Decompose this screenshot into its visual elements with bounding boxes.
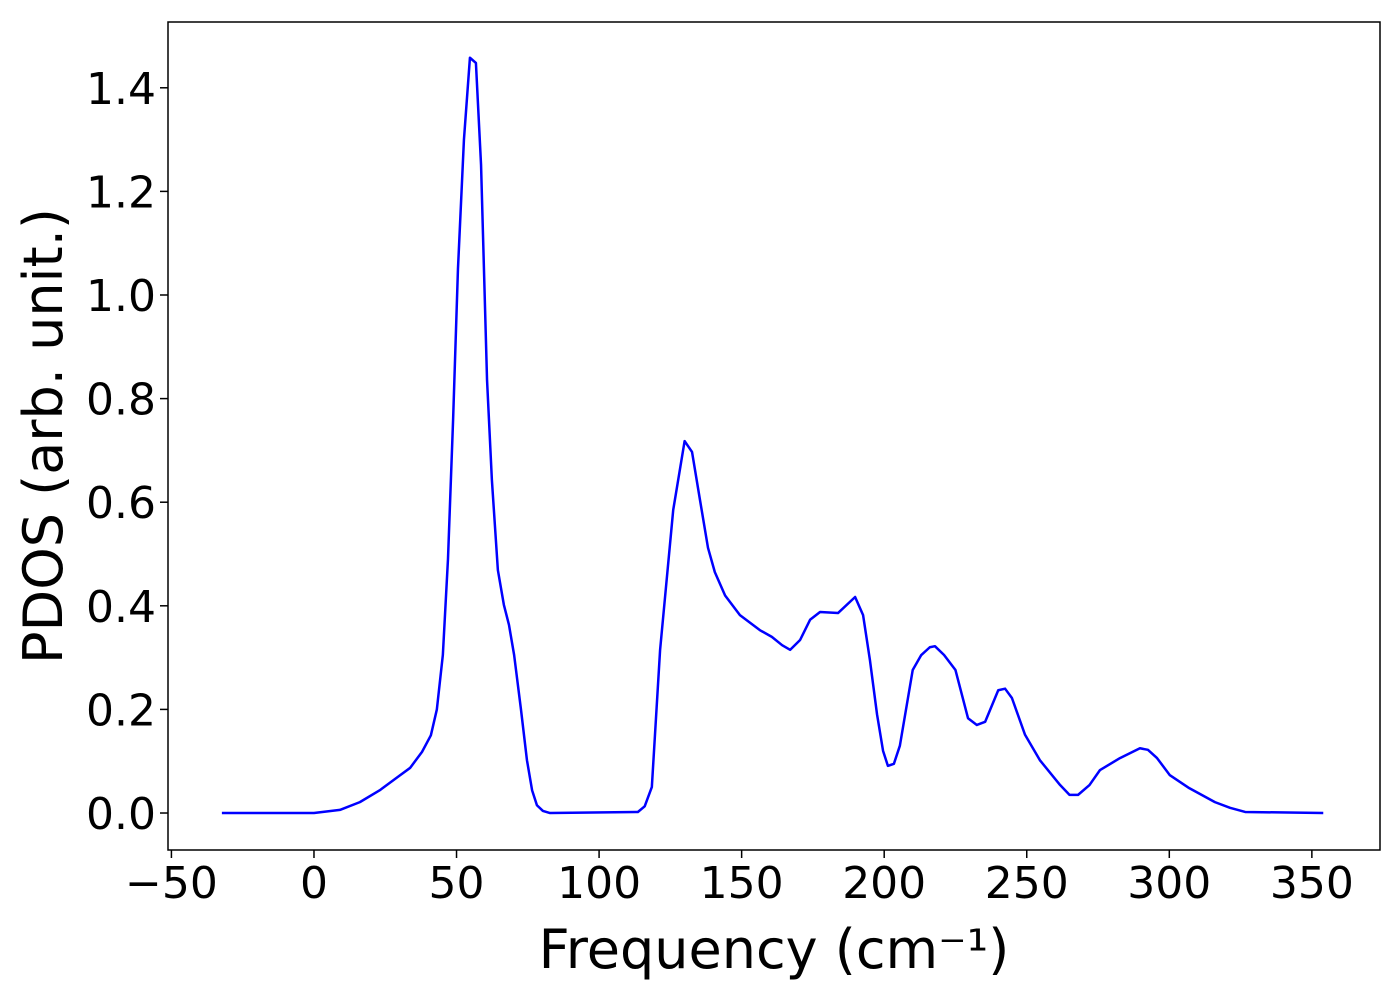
y-tick-label: 0.0 [86,789,156,840]
y-tick-label: 1.4 [86,64,156,115]
x-tick-label: 0 [300,858,328,909]
y-tick-label: 0.6 [86,478,156,529]
y-tick-label: 1.2 [86,167,156,218]
x-axis-label: Frequency (cm⁻¹) [539,918,1010,981]
y-tick-label: 0.2 [86,685,156,736]
y-tick-label: 0.4 [86,582,156,633]
plot-frame [167,21,1381,851]
line [221,56,1324,815]
y-axis-label: PDOS (arb. unit.) [12,208,75,664]
x-tick-label: −50 [125,858,218,909]
x-tick-label: 100 [557,858,641,909]
x-tick-label: 300 [1127,858,1211,909]
x-tick-label: 150 [700,858,784,909]
x-tick-label: 350 [1270,858,1354,909]
y-tick-label: 0.8 [86,375,156,426]
x-tick-label: 200 [842,858,926,909]
x-tick-label: 250 [985,858,1069,909]
y-tick-label: 1.0 [86,271,156,322]
x-tick-label: 50 [429,858,485,909]
